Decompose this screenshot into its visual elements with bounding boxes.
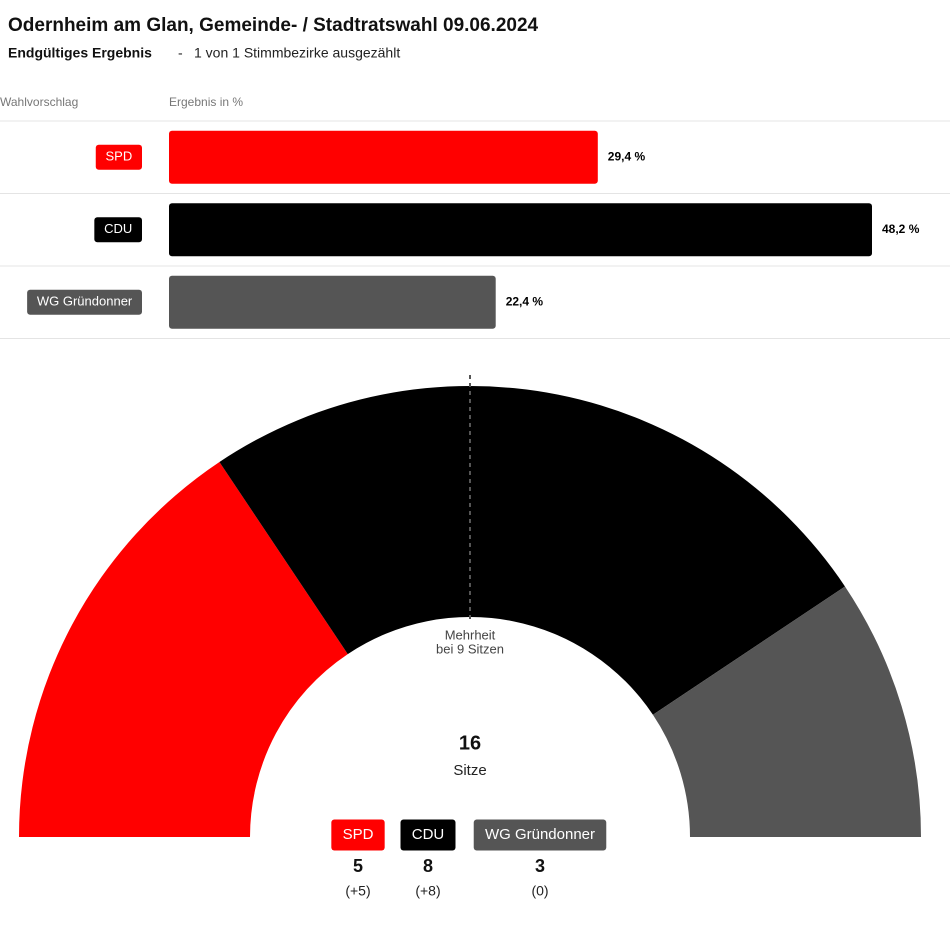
value-label: 22,4 % — [506, 294, 544, 308]
value-label: 29,4 % — [608, 149, 646, 163]
column-header: Ergebnis in % — [169, 95, 243, 109]
party-label: CDU — [412, 826, 445, 843]
status: Endgültiges Ergebnis — [8, 45, 152, 61]
progress: 1 von 1 Stimmbezirke ausgezählt — [194, 45, 400, 61]
seat-change: (+8) — [415, 883, 440, 899]
seat-segment — [19, 462, 348, 837]
bar — [169, 203, 872, 257]
bar — [169, 130, 598, 184]
bar — [169, 275, 496, 329]
title: Odernheim am Glan, Gemeinde- / Stadtrats… — [8, 15, 539, 36]
column-header: Wahlvorschlag — [0, 95, 78, 109]
seat-segment — [652, 586, 921, 837]
party-label: SPD — [343, 826, 374, 843]
party-badge — [94, 217, 142, 243]
party-badge — [27, 289, 142, 315]
party-label: CDU — [104, 221, 132, 236]
party-badge — [473, 819, 607, 851]
seat-change: (+5) — [345, 883, 370, 899]
party-label: WG Gründonner — [485, 826, 595, 843]
seat-change: (0) — [531, 883, 548, 899]
total-label: Sitze — [453, 762, 486, 779]
party-badge — [95, 144, 142, 170]
party-label: WG Gründonner — [37, 294, 133, 309]
seat-segment — [219, 385, 845, 715]
seat-count: 3 — [535, 856, 545, 876]
party-label: SPD — [106, 149, 133, 164]
total-seats: 16 — [459, 732, 481, 754]
majority-label: Mehrheit — [445, 627, 496, 642]
seat-count: 8 — [423, 856, 433, 876]
value-label: 48,2 % — [882, 222, 920, 236]
party-badge — [400, 819, 456, 851]
seat-count: 5 — [353, 856, 363, 876]
majority-label: bei 9 Sitzen — [436, 641, 504, 656]
party-badge — [331, 819, 385, 851]
separator: - — [178, 45, 183, 61]
